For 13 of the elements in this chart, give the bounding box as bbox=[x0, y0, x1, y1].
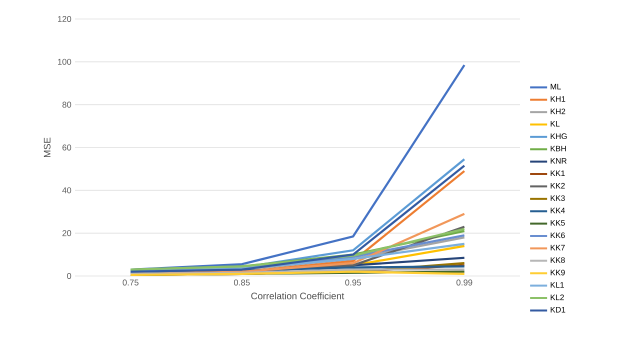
y-tick-label: 120 bbox=[58, 16, 72, 22]
x-axis-title: Correlation Coefficient bbox=[251, 292, 344, 300]
y-tick-label: 40 bbox=[62, 187, 72, 194]
y-tick-label: 100 bbox=[58, 58, 72, 65]
x-tick-label: 0.75 bbox=[122, 280, 139, 286]
y-tick-label: 60 bbox=[62, 144, 72, 150]
x-tick-label: 0.95 bbox=[345, 280, 362, 286]
y-axis-title: MSE bbox=[44, 138, 51, 157]
y-tick-label: 0 bbox=[67, 273, 72, 279]
x-tick-label: 0.85 bbox=[234, 280, 250, 286]
y-tick-label: 20 bbox=[62, 230, 72, 236]
y-tick-label: 80 bbox=[62, 102, 72, 108]
x-tick-label: 0.99 bbox=[456, 280, 472, 286]
